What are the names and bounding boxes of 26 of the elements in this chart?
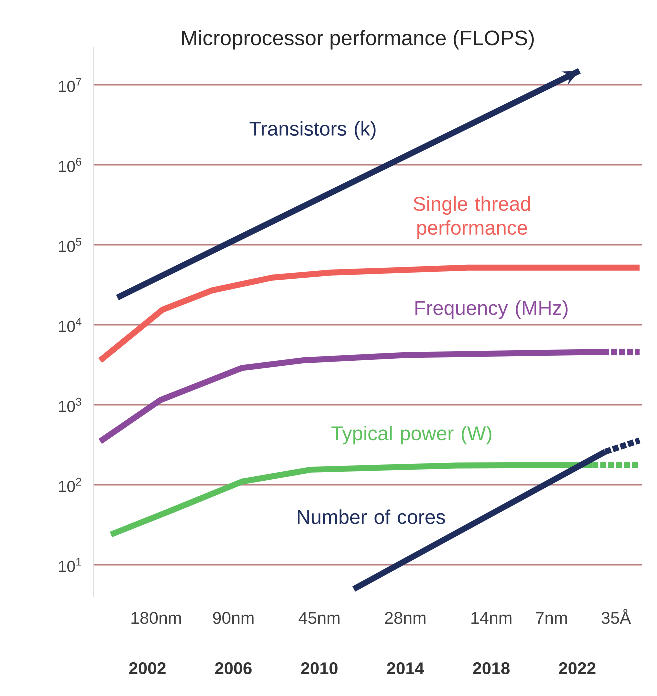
- y-tick-label: 10$^{7}$: [59, 78, 82, 92]
- text: 35Å: [602, 609, 632, 624]
- text: 14nm: [472, 612, 512, 624]
- x-tick-label: 2006: [215, 662, 252, 675]
- x-tick-label: 2014: [387, 662, 424, 675]
- series-label: Number of cores: [298, 510, 446, 524]
- x-tick-label: 2018: [473, 662, 510, 675]
- x-tick-label: 2022: [559, 662, 596, 675]
- x-tick-label: 2010: [301, 662, 338, 675]
- text: 28nm: [385, 612, 426, 624]
- series-label: Frequency (MHz): [416, 300, 568, 320]
- y-tick-label: 10$^{2}$: [59, 478, 82, 492]
- y-tick-label: 10$^{3}$: [59, 398, 82, 412]
- text: 7nm: [536, 612, 568, 624]
- chart-title: Microprocessor performance (FLOPS): [182, 30, 534, 50]
- series-label: Single thread performance: [414, 196, 530, 240]
- series-label: Typical power (W): [332, 426, 492, 445]
- y-tick-label: 10$^{4}$: [59, 318, 82, 332]
- text: 180nm: [132, 612, 182, 624]
- x-tick-label: 2002: [129, 662, 166, 675]
- y-tick-label: 10$^{5}$: [59, 238, 82, 252]
- series-label: Transistors (k): [250, 121, 376, 140]
- text: 45nm: [298, 612, 340, 624]
- y-tick-label: 10$^{6}$: [59, 158, 82, 172]
- text: 90nm: [213, 612, 254, 624]
- y-tick-label: 10$^{1}$: [59, 558, 82, 572]
